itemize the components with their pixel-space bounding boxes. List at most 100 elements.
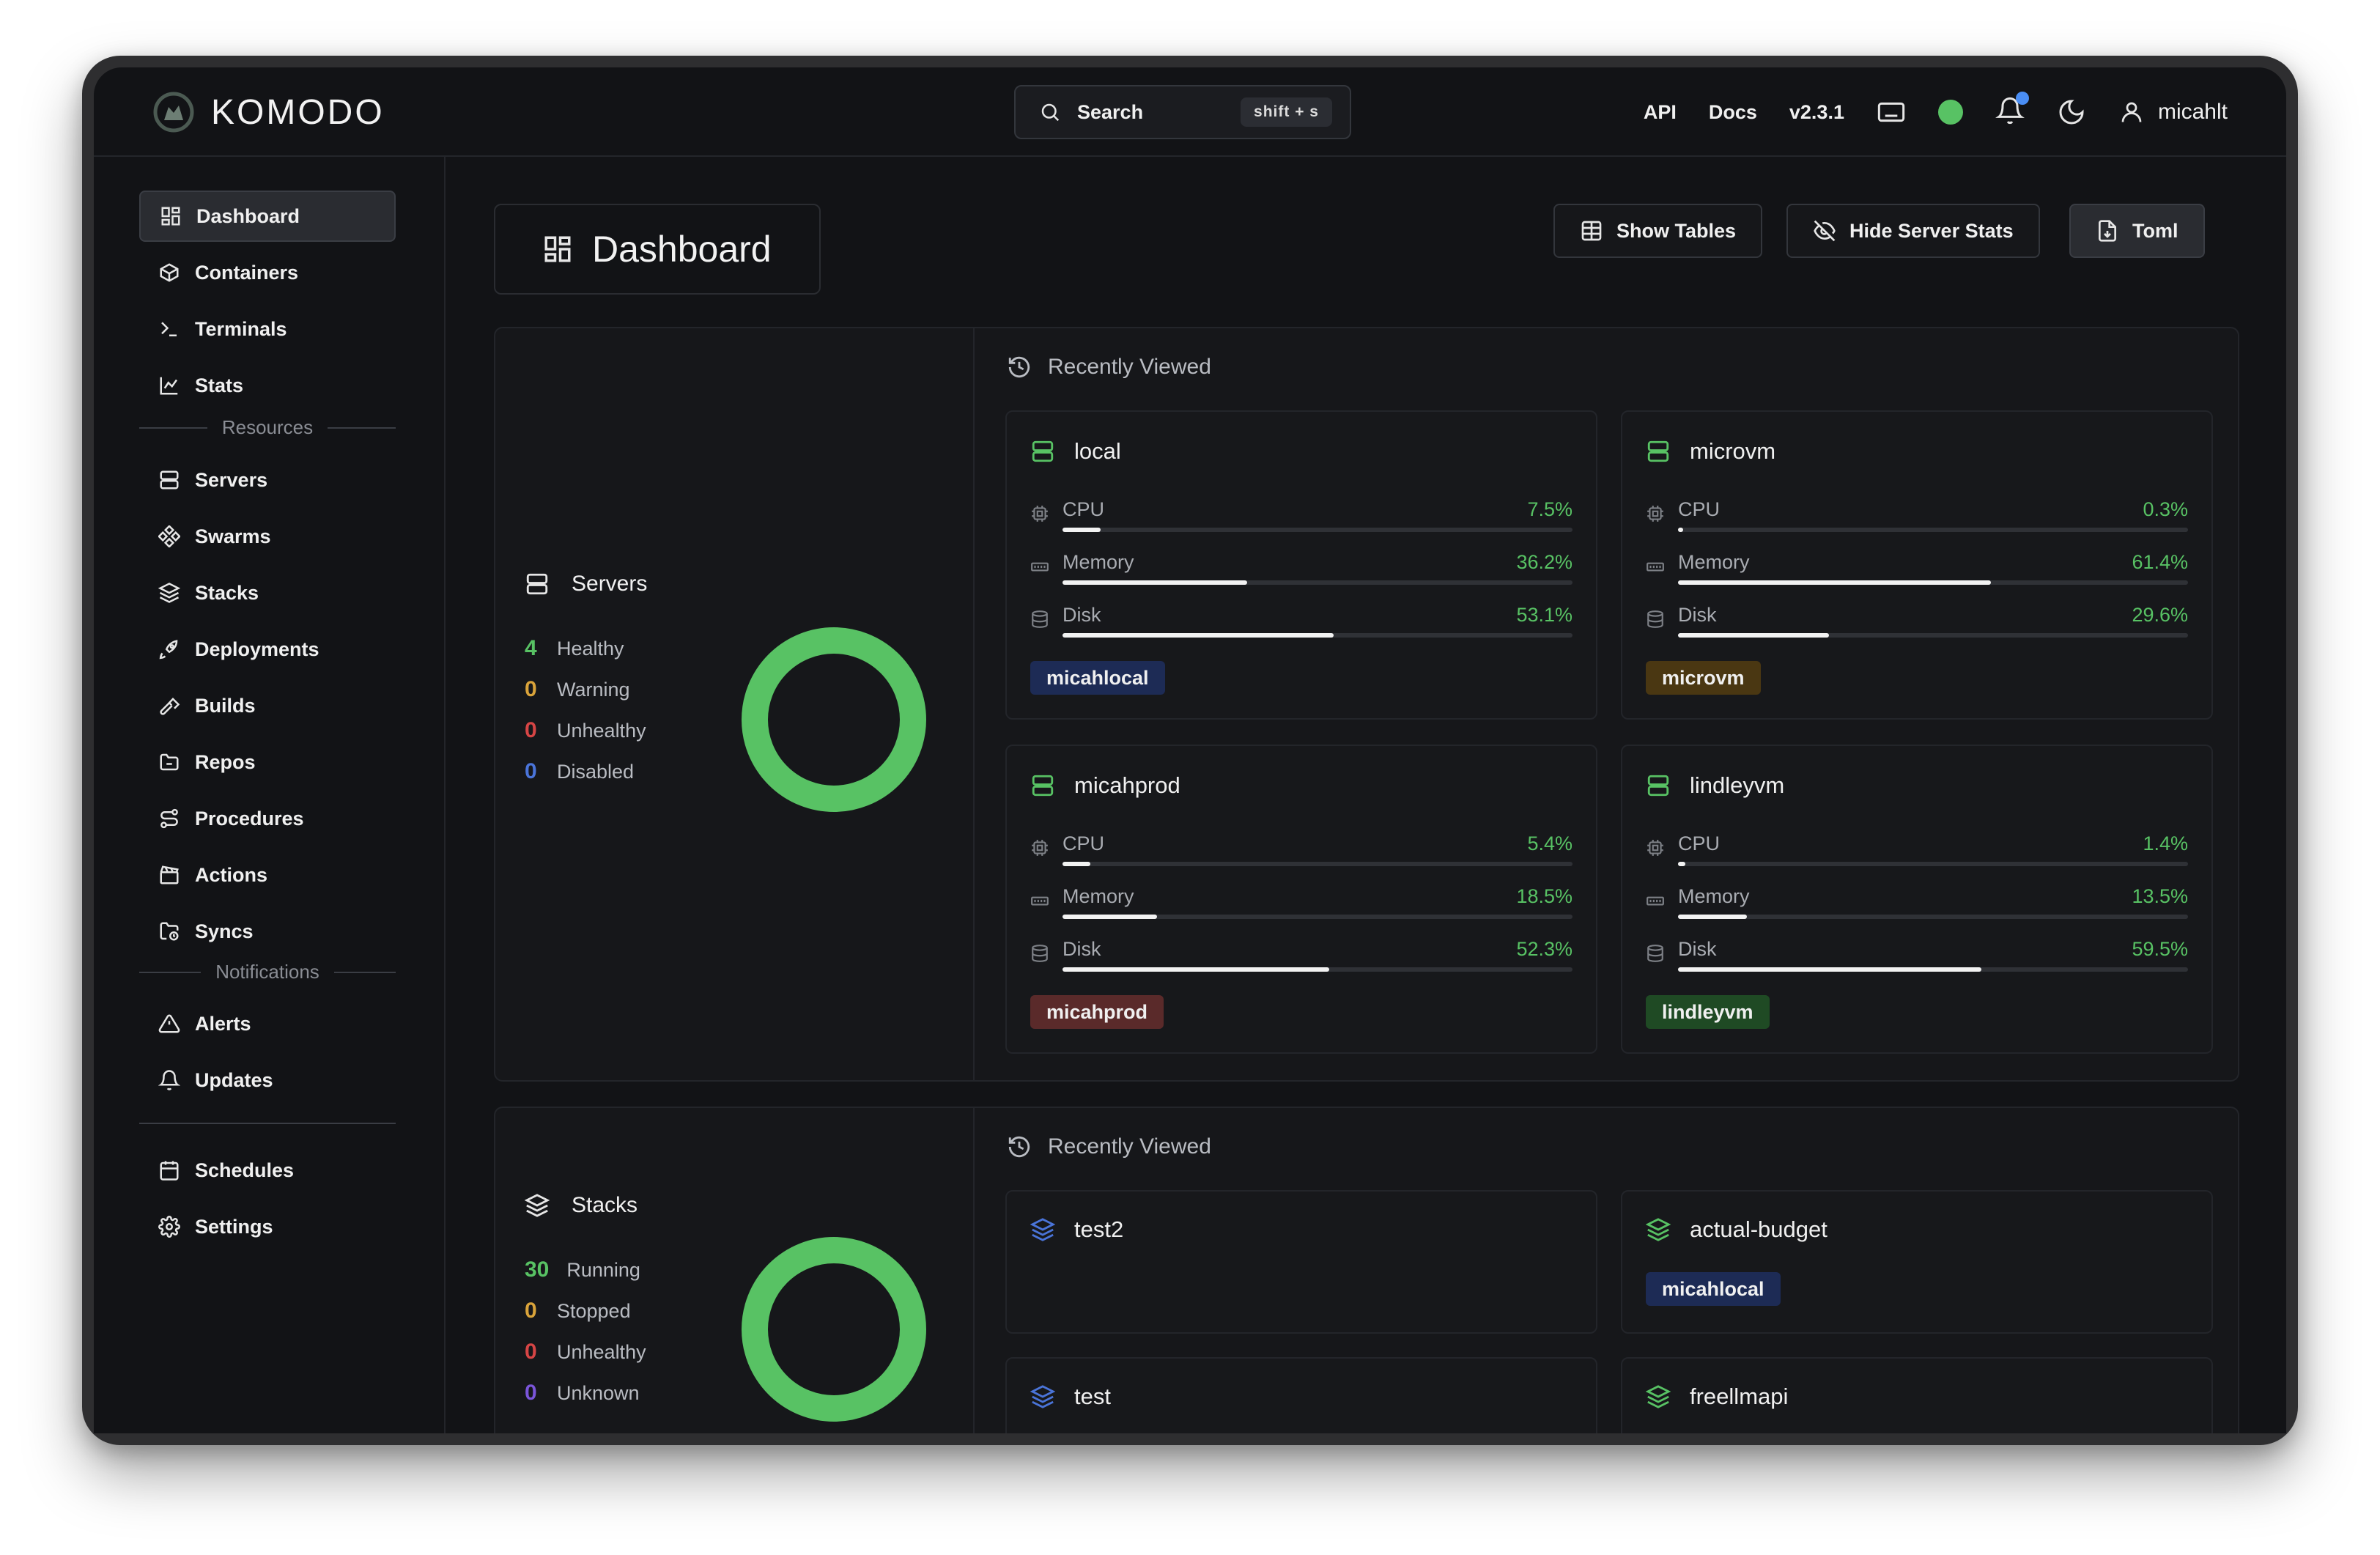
- stack-tag[interactable]: micahlocal: [1646, 1272, 1781, 1306]
- cpu-bar: [1062, 862, 1090, 866]
- servers-summary[interactable]: Servers 4 Healthy 0 Warning 0 Unhealthy 0 Di…: [495, 328, 975, 1080]
- server-name: lindleyvm: [1690, 772, 1785, 798]
- version-link[interactable]: v2.3.1: [1789, 100, 1844, 123]
- memory-bar: [1062, 580, 1247, 585]
- layers-icon: [158, 583, 180, 603]
- stacks-recently-viewed: Recently Viewed test2 actual-budget mica…: [976, 1108, 2238, 1433]
- sidebar-item-label: Swarms: [195, 525, 271, 547]
- sidebar-item-updates[interactable]: Updates: [139, 1054, 396, 1106]
- dashboard-icon: [161, 207, 180, 226]
- server-tag[interactable]: micahprod: [1030, 995, 1164, 1029]
- stacks-unknown-stat: 0 Unknown: [525, 1381, 640, 1405]
- search-box[interactable]: Search shift + s: [1014, 85, 1351, 139]
- sidebar-item-swarms[interactable]: Swarms: [139, 511, 396, 562]
- sidebar-item-schedules[interactable]: Schedules: [139, 1145, 396, 1196]
- sidebar-item-stacks[interactable]: Stacks: [139, 567, 396, 618]
- stacks-summary[interactable]: Stacks 30 Running 0 Stopped 0 Unhealthy 0 Un…: [495, 1108, 975, 1433]
- page-title: Dashboard: [494, 204, 821, 295]
- main-content: Dashboard Show Tables Hide Server Stats …: [447, 157, 2286, 1433]
- disk-bar: [1678, 967, 1982, 972]
- servers-unhealthy-stat: 0 Unhealthy: [525, 718, 646, 742]
- stack-card-actual-budget[interactable]: actual-budget micahlocal: [1621, 1190, 2213, 1334]
- cpu-icon: [1032, 840, 1048, 856]
- hide-server-stats-button[interactable]: Hide Server Stats: [1786, 204, 2040, 258]
- stack-name: freellmapi: [1690, 1384, 1789, 1409]
- cpu-icon: [1647, 506, 1663, 522]
- app-logo[interactable]: KOMODO: [152, 91, 385, 133]
- docs-link[interactable]: Docs: [1708, 100, 1757, 123]
- sidebar-item-builds[interactable]: Builds: [139, 680, 396, 731]
- sidebar-item-actions[interactable]: Actions: [139, 849, 396, 901]
- api-link[interactable]: API: [1643, 100, 1677, 123]
- server-card-microvm[interactable]: microvm CPU 0.3% Memory 61.4% Disk 29.6%: [1621, 410, 2213, 720]
- server-tag[interactable]: microvm: [1646, 661, 1761, 695]
- sidebar-item-syncs[interactable]: Syncs: [139, 906, 396, 957]
- stack-card-freellmapi[interactable]: freellmapi: [1621, 1357, 2213, 1433]
- swarm-icon: [158, 525, 180, 547]
- sidebar-item-procedures[interactable]: Procedures: [139, 793, 396, 844]
- stacks-running-stat: 30 Running: [525, 1257, 640, 1282]
- show-tables-label: Show Tables: [1616, 219, 1737, 242]
- memory-metric: Memory 61.4%: [1646, 551, 2188, 595]
- sidebar-item-terminals[interactable]: Terminals: [139, 303, 396, 355]
- sidebar-section-resources: Resources: [139, 416, 396, 439]
- app-name: KOMODO: [211, 92, 385, 132]
- settings-icon: [158, 1216, 180, 1238]
- servers-section: Servers 4 Healthy 0 Warning 0 Unhealthy 0 Di…: [494, 327, 2239, 1082]
- memory-icon: [1647, 562, 1664, 572]
- bell-icon: [1995, 97, 2025, 124]
- sidebar-item-label: Builds: [195, 694, 256, 717]
- sidebar-item-settings[interactable]: Settings: [139, 1201, 396, 1252]
- server-name: microvm: [1690, 438, 1776, 464]
- username: micahlt: [2157, 100, 2228, 124]
- server-card-local[interactable]: local CPU 7.5% Memory 36.2% Disk 53.1%: [1005, 410, 1597, 720]
- cpu-metric: CPU 5.4%: [1030, 832, 1572, 876]
- sidebar-item-servers[interactable]: Servers: [139, 454, 396, 506]
- sidebar-item-label: Terminals: [195, 317, 287, 340]
- sidebar-section-notifications: Notifications: [139, 961, 396, 983]
- sidebar-item-deployments[interactable]: Deployments: [139, 624, 396, 675]
- server-card-lindleyvm[interactable]: lindleyvm CPU 1.4% Memory 13.5% Disk 59.5%: [1621, 745, 2213, 1054]
- server-tag[interactable]: lindleyvm: [1646, 995, 1770, 1029]
- servers-warning-stat: 0 Warning: [525, 677, 630, 701]
- server-name: local: [1074, 438, 1121, 464]
- toml-button[interactable]: Toml: [2069, 204, 2205, 258]
- hammer-icon: [160, 697, 180, 715]
- server-tag[interactable]: micahlocal: [1030, 661, 1165, 695]
- stacks-status-donut: [742, 1237, 926, 1422]
- sidebar-item-label: Stacks: [195, 581, 259, 604]
- server-icon: [160, 470, 179, 490]
- box-icon: [160, 263, 179, 282]
- sidebar-item-alerts[interactable]: Alerts: [139, 998, 396, 1049]
- user-menu[interactable]: micahlt: [2118, 99, 2228, 125]
- sidebar-item-label: Deployments: [195, 638, 319, 660]
- search-icon: [1041, 103, 1060, 122]
- sidebar-item-label: Updates: [195, 1068, 273, 1091]
- cpu-icon: [1032, 506, 1048, 522]
- moon-icon[interactable]: [2057, 97, 2086, 127]
- memory-metric: Memory 36.2%: [1030, 551, 1572, 595]
- stack-card-test[interactable]: test: [1005, 1357, 1597, 1433]
- chart-icon: [160, 377, 178, 395]
- server-card-micahprod[interactable]: micahprod CPU 5.4% Memory 18.5% Disk 52.3%: [1005, 745, 1597, 1054]
- toml-label: Toml: [2132, 219, 2178, 242]
- keyboard-icon[interactable]: [1877, 97, 1906, 127]
- rocket-icon: [159, 640, 178, 660]
- layers-icon: [1646, 1218, 1671, 1241]
- notifications-button[interactable]: [1995, 91, 2029, 129]
- file-download-icon: [2099, 220, 2116, 242]
- sidebar-item-label: Containers: [195, 261, 299, 284]
- server-icon: [1032, 440, 1054, 462]
- sidebar-item-stats[interactable]: Stats: [139, 360, 396, 411]
- sidebar-item-dashboard[interactable]: Dashboard: [139, 191, 396, 242]
- memory-bar: [1678, 915, 1747, 919]
- disk-bar: [1062, 967, 1329, 972]
- sidebar-item-label: Stats: [195, 374, 244, 396]
- sidebar-item-repos[interactable]: Repos: [139, 736, 396, 788]
- websocket-status-dot[interactable]: [1937, 100, 1963, 125]
- server-icon: [1032, 775, 1054, 797]
- disk-bar: [1678, 633, 1830, 638]
- show-tables-button[interactable]: Show Tables: [1553, 204, 1763, 258]
- sidebar-item-containers[interactable]: Containers: [139, 247, 396, 298]
- stack-card-test2[interactable]: test2: [1005, 1190, 1597, 1334]
